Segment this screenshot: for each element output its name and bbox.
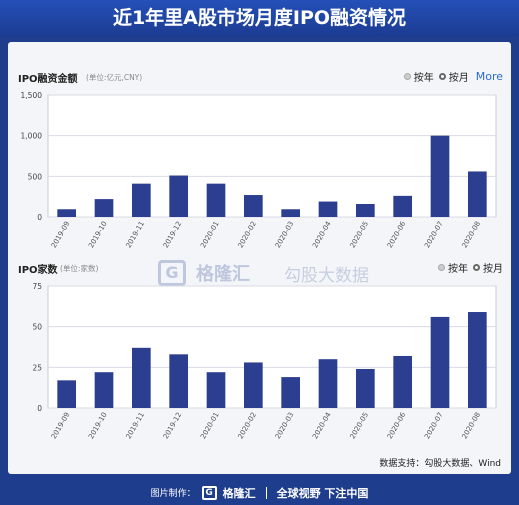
bar[interactable] bbox=[356, 203, 375, 217]
bar[interactable] bbox=[169, 175, 188, 217]
bar[interactable] bbox=[244, 195, 263, 217]
x-tick-label: 2020-04 bbox=[311, 220, 333, 250]
chart-card: IPO融资金额 (单位:亿元,CNY) 按年 按月 More 0 500 1,000… bbox=[8, 42, 511, 474]
bar[interactable] bbox=[430, 135, 450, 217]
bar[interactable] bbox=[281, 377, 300, 408]
x-tick-label: 2020-04 bbox=[311, 411, 333, 441]
y-tick-label: 0 bbox=[37, 213, 42, 222]
bar[interactable] bbox=[318, 359, 338, 408]
x-tick-label: 2019-10 bbox=[87, 220, 109, 249]
toggle-month[interactable]: 按月 bbox=[448, 73, 469, 84]
bar[interactable] bbox=[430, 316, 450, 408]
toggle-year[interactable]: 按年 bbox=[448, 264, 468, 275]
bar[interactable] bbox=[57, 380, 76, 408]
x-tick-label: 2020-01 bbox=[199, 220, 221, 249]
bar[interactable] bbox=[318, 201, 338, 217]
footer-made-by: 图片制作： bbox=[150, 489, 196, 499]
chart1-toggles: 按年 按月 More bbox=[403, 69, 503, 84]
radio-year-icon[interactable] bbox=[438, 264, 445, 271]
x-tick-label: 2019-12 bbox=[162, 411, 184, 440]
x-tick-label: 2020-03 bbox=[274, 411, 296, 440]
bar[interactable] bbox=[169, 354, 188, 408]
x-tick-label: 2020-08 bbox=[461, 220, 483, 249]
bar[interactable] bbox=[94, 372, 114, 408]
page-title: 近1年里A股市场月度IPO融资情况 bbox=[0, 0, 519, 36]
chart1-unit: (单位:亿元,CNY) bbox=[86, 73, 143, 82]
x-tick-label: 2020-06 bbox=[386, 411, 408, 441]
watermark-logo-icon: G bbox=[158, 260, 186, 286]
x-tick-label: 2020-05 bbox=[349, 220, 371, 249]
more-link[interactable]: More bbox=[475, 70, 503, 83]
bar[interactable] bbox=[132, 347, 151, 408]
bar[interactable] bbox=[206, 372, 226, 408]
bar[interactable] bbox=[468, 171, 487, 217]
footer-brand: 格隆汇 bbox=[222, 486, 256, 500]
y-tick-label: 500 bbox=[28, 172, 43, 181]
chart2-unit: (单位:家数) bbox=[60, 264, 99, 273]
x-tick-label: 2019-09 bbox=[50, 220, 72, 249]
x-tick-label: 2020-06 bbox=[386, 220, 408, 250]
x-tick-label: 2019-11 bbox=[125, 220, 147, 249]
x-tick-label: 2019-12 bbox=[162, 220, 184, 249]
x-tick-label: 2020-02 bbox=[237, 220, 259, 249]
bar[interactable] bbox=[244, 362, 263, 408]
x-tick-label: 2020-08 bbox=[461, 411, 483, 440]
plot-area bbox=[47, 285, 497, 409]
chart2-title: IPO家数 bbox=[18, 265, 58, 276]
bar[interactable] bbox=[281, 209, 300, 217]
brand-logo-icon: G bbox=[201, 485, 217, 500]
chart1-plot: 0 500 1,000 1,500 2019-09 2019-10 2019-11 2019-… bbox=[21, 91, 497, 250]
x-tick-label: 2019-09 bbox=[50, 411, 72, 440]
data-source: 数据支持：勾股大数据、Wind bbox=[379, 459, 501, 469]
x-tick-label: 2020-01 bbox=[199, 411, 221, 440]
y-tick-label: 1,000 bbox=[21, 132, 43, 141]
bar[interactable] bbox=[393, 355, 412, 408]
watermark: G 格隆汇 勾股大数据 bbox=[158, 260, 369, 286]
x-tick-label: 2020-05 bbox=[349, 411, 371, 440]
footer-divider bbox=[265, 486, 267, 499]
x-tick-label: 2020-07 bbox=[423, 411, 445, 440]
bar[interactable] bbox=[393, 195, 412, 217]
footer: 图片制作： G 格隆汇 全球视野 下注中国 bbox=[0, 480, 519, 505]
radio-year-icon[interactable] bbox=[403, 73, 411, 80]
chart2-toggles: 按年 按月 bbox=[438, 260, 503, 275]
bar[interactable] bbox=[356, 368, 375, 408]
bar[interactable] bbox=[206, 183, 226, 217]
toggle-year[interactable]: 按年 bbox=[413, 73, 434, 84]
bar[interactable] bbox=[132, 183, 151, 217]
x-tick-label: 2020-02 bbox=[237, 411, 259, 440]
x-tick-label: 2019-11 bbox=[125, 411, 147, 440]
radio-month-icon[interactable] bbox=[438, 73, 446, 80]
watermark-text: 勾股大数据 bbox=[284, 265, 369, 286]
y-tick-label: 75 bbox=[32, 282, 42, 291]
x-tick-label: 2019-10 bbox=[87, 411, 109, 440]
toggle-month[interactable]: 按月 bbox=[483, 264, 503, 275]
watermark-brand: 格隆汇 bbox=[196, 264, 250, 285]
chart2-plot: 0 25 50 75 2019-09 2019-10 2019-11 2019-12 2020-… bbox=[32, 282, 497, 441]
bar[interactable] bbox=[57, 209, 76, 217]
x-tick-label: 2020-07 bbox=[423, 220, 445, 249]
y-tick-label: 0 bbox=[37, 404, 42, 413]
y-tick-label: 25 bbox=[32, 363, 42, 372]
chart1-title: IPO融资金额 bbox=[18, 74, 78, 85]
y-tick-label: 1,500 bbox=[21, 91, 43, 100]
bar[interactable] bbox=[94, 199, 114, 217]
y-tick-label: 50 bbox=[32, 323, 42, 332]
plot-area bbox=[47, 94, 497, 218]
x-tick-label: 2020-03 bbox=[274, 220, 296, 249]
footer-slogan: 全球视野 下注中国 bbox=[276, 486, 369, 500]
radio-month-icon[interactable] bbox=[473, 264, 480, 271]
bar[interactable] bbox=[468, 312, 487, 408]
